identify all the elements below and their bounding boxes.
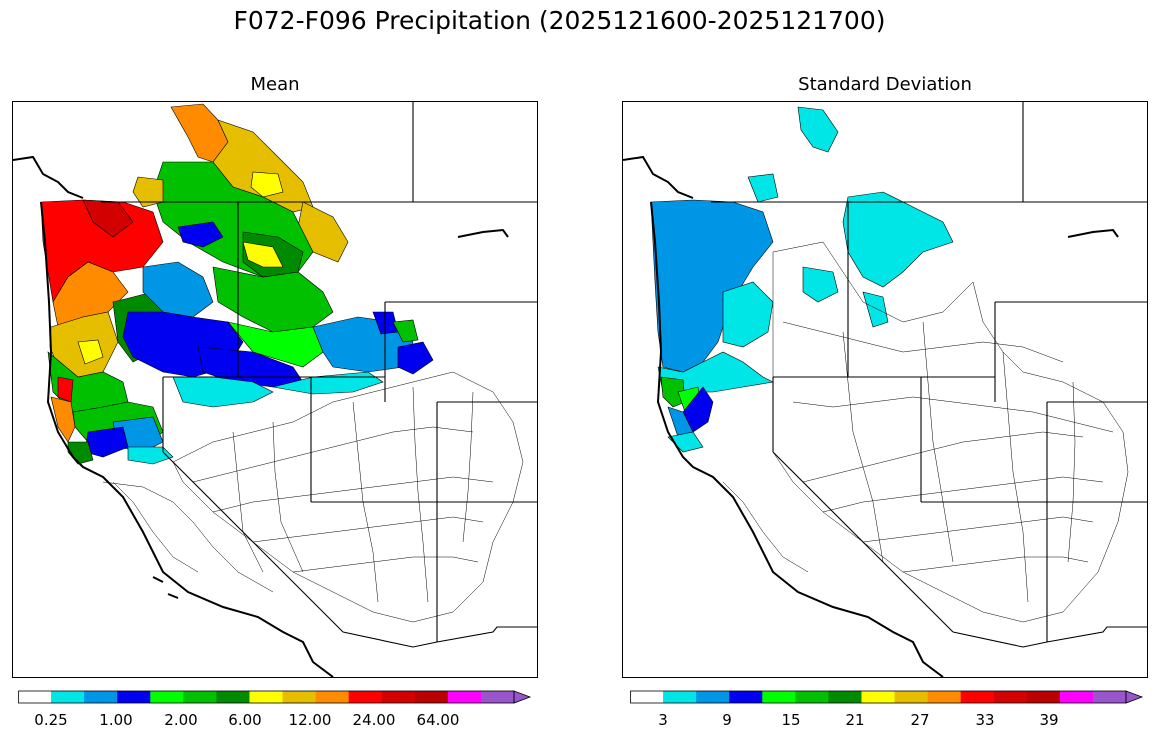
basin-cyan-east2: [802, 266, 839, 303]
basin-green-nca: [660, 376, 686, 408]
mean-tick-label: 6.00: [228, 711, 262, 729]
basin-gold-nw: [132, 176, 164, 208]
std-basin-outlines: [722, 241, 1129, 623]
std-colorbar-segment: [729, 691, 763, 703]
basin-green-mt: [212, 266, 334, 333]
basin-yellow-oregon: [77, 339, 104, 365]
mean-colorbar-segment: [183, 691, 217, 703]
std-borders: [711, 102, 1147, 648]
basin-cyan-north2: [747, 173, 779, 203]
std-colorbar-segment: [795, 691, 829, 703]
basin-green-wy: [392, 319, 419, 343]
mean-tick-label: 1.00: [99, 711, 133, 729]
std-basin-fills: [650, 106, 954, 453]
basin-lightblue-central: [142, 261, 214, 318]
std-colorbar-segment: [828, 691, 862, 703]
mean-colorbar-segment: [150, 691, 184, 703]
mean-colorbar-segment: [216, 691, 250, 703]
std-tick-label: 27: [910, 711, 930, 729]
basin-yellow-mt: [242, 241, 284, 268]
basin-blue-nca: [84, 426, 129, 458]
mean-colorbar-segment: [282, 691, 317, 703]
std-colorbar-segment: [762, 691, 796, 703]
std-tick-label: 3: [658, 711, 668, 729]
std-colorbar-segment: [861, 691, 896, 703]
std-colorbar-svg: [630, 690, 1144, 704]
std-colorbar-segment: [1026, 691, 1061, 703]
mean-colorbar-segment: [84, 691, 118, 703]
std-panel-title: Standard Deviation: [798, 74, 972, 95]
mean-colorbar-outline: [18, 690, 515, 704]
basin-blue-wy2: [397, 341, 434, 375]
std-coastline: [623, 155, 1119, 677]
std-colorbar-segment: [1059, 691, 1094, 703]
mean-colorbar-segment: [480, 691, 515, 703]
mean-colorbar-segment: [381, 691, 416, 703]
std-colorbar-segment: [927, 691, 962, 703]
std-colorbar-segment: [894, 691, 929, 703]
mean-colorbar: [18, 689, 532, 709]
mean-tick-label: 0.25: [34, 711, 68, 729]
mean-coastline: [13, 155, 509, 677]
std-colorbar-outline: [630, 690, 1127, 704]
std-tick-label: 21: [845, 711, 865, 729]
std-tick-label: 15: [781, 711, 801, 729]
figure-title: F072-F096 Precipitation (2025121600-2025…: [233, 6, 886, 35]
std-colorbar-segment: [960, 691, 995, 703]
mean-colorbar-segment: [315, 691, 350, 703]
mean-colorbar-segment: [51, 691, 85, 703]
basin-cyan-nca: [127, 446, 174, 465]
mean-colorbar-segment: [117, 691, 151, 703]
basin-cyan-inland: [722, 281, 774, 348]
mean-map-svg: [13, 102, 537, 677]
std-map-svg: [623, 102, 1147, 677]
basin-yellow-north: [250, 171, 284, 198]
std-map[interactable]: [622, 101, 1148, 678]
std-tick-label: 39: [1039, 711, 1059, 729]
std-tick-label: 9: [722, 711, 732, 729]
mean-borders: [101, 102, 537, 648]
mean-basin-outlines: [102, 371, 524, 623]
mean-map[interactable]: [12, 101, 538, 678]
mean-colorbar-extend-arrow: [513, 690, 532, 704]
mean-colorbar-segment: [348, 691, 383, 703]
basin-cyan-north: [797, 106, 839, 153]
mean-colorbar-segment: [414, 691, 449, 703]
basin-cyan-east3: [862, 291, 889, 328]
std-colorbar-extend-arrow: [1125, 690, 1144, 704]
std-colorbar-labels: 3 9 15 21 27 33 39: [630, 711, 1144, 731]
std-colorbar-segment: [993, 691, 1028, 703]
mean-panel-title: Mean: [250, 74, 300, 95]
std-colorbar-segment: [696, 691, 730, 703]
mean-colorbar-segment: [447, 691, 482, 703]
basin-blue-upper: [177, 221, 224, 248]
std-colorbar: [630, 689, 1144, 709]
basin-orange-nca: [50, 396, 76, 443]
mean-colorbar-segment: [249, 691, 284, 703]
std-colorbar-segment: [630, 691, 664, 703]
mean-basin-fills: [40, 103, 434, 465]
basin-cyan-nv: [172, 376, 274, 408]
basin-cyan-east: [842, 191, 954, 288]
mean-colorbar-labels: 0.25 1.00 2.00 6.00 12.00 24.00 64.00: [18, 711, 532, 731]
std-colorbar-segment: [663, 691, 697, 703]
mean-colorbar-segment: [18, 691, 52, 703]
mean-tick-label: 64.00: [416, 711, 460, 729]
mean-colorbar-svg: [18, 690, 532, 704]
std-tick-label: 33: [975, 711, 995, 729]
std-colorbar-segment: [1092, 691, 1127, 703]
mean-tick-label: 24.00: [352, 711, 396, 729]
mean-tick-label: 12.00: [288, 711, 332, 729]
mean-tick-label: 2.00: [164, 711, 198, 729]
